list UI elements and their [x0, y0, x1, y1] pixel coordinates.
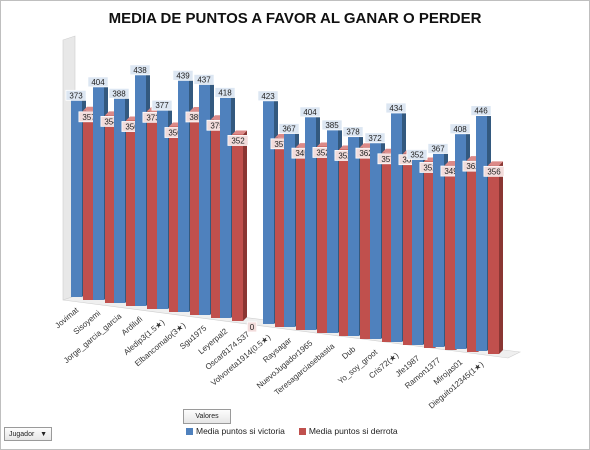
svg-text:372: 372: [368, 134, 382, 143]
data-label-victoria: 446: [470, 105, 492, 117]
svg-text:385: 385: [325, 121, 339, 130]
svg-text:367: 367: [431, 144, 445, 153]
legend-swatch-derrota: [298, 427, 306, 435]
legend-item-derrota: Media puntos si derrota: [298, 426, 398, 436]
svg-text:418: 418: [218, 88, 232, 97]
svg-text:373: 373: [146, 113, 160, 122]
chart-title: MEDIA DE PUNTOS A FAVOR AL GANAR O PERDE…: [108, 10, 482, 27]
data-label-victoria: 408: [449, 123, 471, 135]
data-label-victoria: 404: [299, 106, 321, 118]
svg-text:367: 367: [282, 124, 296, 133]
svg-text:362: 362: [466, 162, 480, 171]
data-label-victoria: 404: [87, 76, 109, 88]
bar-derrota: [488, 161, 503, 354]
data-label-victoria: 367: [278, 123, 300, 134]
svg-text:0: 0: [250, 323, 255, 332]
data-label-victoria: 372: [364, 132, 386, 144]
data-label-derrota: 356: [483, 165, 505, 177]
svg-text:377: 377: [155, 101, 169, 110]
data-label-zero: 0: [246, 321, 258, 333]
svg-text:357: 357: [274, 140, 288, 149]
jugador-field-button[interactable]: Jugador ▼: [4, 427, 52, 441]
valores-field-button[interactable]: Valores: [183, 409, 231, 424]
data-label-victoria: 439: [172, 69, 194, 81]
svg-text:388: 388: [112, 89, 126, 98]
legend-swatch-victoria: [186, 427, 193, 435]
svg-text:352: 352: [423, 163, 437, 172]
svg-text:375: 375: [210, 121, 224, 130]
svg-text:446: 446: [474, 107, 488, 116]
legend-label-victoria: Media puntos si victoria: [196, 426, 285, 436]
svg-text:356: 356: [487, 167, 501, 176]
legend-label-derrota: Media puntos si derrota: [308, 426, 398, 436]
data-label-victoria: 352: [406, 149, 428, 160]
svg-text:378: 378: [346, 128, 360, 137]
svg-text:357: 357: [82, 113, 96, 122]
data-label-victoria: 385: [321, 119, 343, 131]
svg-text:354: 354: [104, 117, 118, 126]
data-label-victoria: 378: [342, 126, 364, 138]
svg-text:350: 350: [125, 123, 139, 132]
data-label-victoria: 388: [108, 87, 130, 99]
svg-text:345: 345: [295, 149, 309, 158]
svg-text:361: 361: [402, 156, 416, 165]
legend: Media puntos si victoria Media puntos si…: [186, 426, 398, 436]
data-label-victoria: 373: [65, 89, 87, 101]
data-label-victoria: 434: [385, 102, 407, 114]
dropdown-arrow-icon: ▼: [40, 431, 47, 438]
svg-text:404: 404: [91, 78, 105, 87]
svg-text:352: 352: [231, 136, 245, 145]
svg-text:408: 408: [453, 125, 467, 134]
svg-text:352: 352: [338, 151, 352, 160]
valores-label: Valores: [195, 413, 219, 420]
svg-text:385: 385: [189, 113, 203, 122]
data-label-victoria: 423: [257, 90, 279, 102]
data-label-victoria: 437: [193, 73, 215, 85]
data-label-victoria: 377: [151, 99, 173, 111]
svg-text:434: 434: [389, 104, 403, 113]
svg-text:438: 438: [133, 66, 147, 75]
data-label-derrota: 352: [227, 135, 249, 146]
svg-text:404: 404: [303, 108, 317, 117]
svg-text:373: 373: [69, 91, 83, 100]
svg-text:349: 349: [444, 167, 458, 176]
data-label-victoria: 438: [129, 64, 151, 76]
svg-text:352: 352: [316, 148, 330, 157]
svg-text:352: 352: [410, 150, 424, 159]
svg-text:357: 357: [381, 155, 395, 164]
category-label: Dub: [340, 344, 357, 361]
data-label-victoria: 367: [427, 143, 449, 154]
svg-text:423: 423: [261, 92, 275, 101]
data-label-victoria: 418: [214, 87, 236, 98]
svg-text:439: 439: [176, 71, 190, 80]
legend-item-victoria: Media puntos si victoria: [186, 426, 285, 436]
svg-text:362: 362: [359, 149, 373, 158]
jugador-label: Jugador: [9, 431, 35, 438]
svg-text:350: 350: [168, 129, 182, 138]
bar-derrota: [232, 130, 247, 321]
svg-text:437: 437: [197, 75, 211, 84]
